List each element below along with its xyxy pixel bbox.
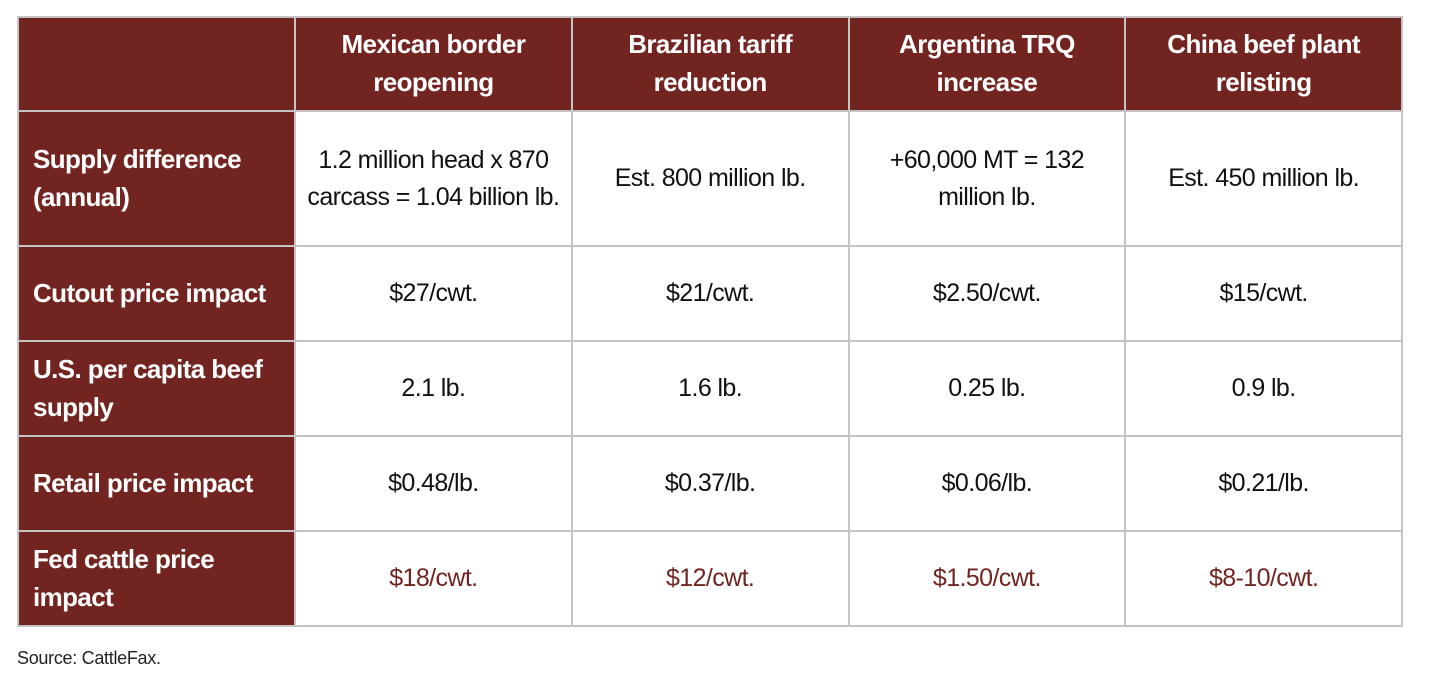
header-row: Mexican border reopening Brazilian tarif… [17,16,1403,112]
table-cell: +60,000 MT = 132 million lb. [847,110,1127,247]
table-row: Retail price impact $0.48/lb. $0.37/lb. … [17,435,1403,532]
table-cell: $2.50/cwt. [847,245,1127,342]
row-label: Supply difference (annual) [17,110,296,247]
table-cell: $21/cwt. [570,245,850,342]
header-argentina-trq: Argentina TRQ increase [847,16,1127,112]
header-corner [17,16,296,112]
table-cell: $0.06/lb. [847,435,1127,532]
header-mexican-border: Mexican border reopening [294,16,573,112]
table-cell-highlight: $18/cwt. [294,530,573,627]
header-brazilian-tariff: Brazilian tariff reduction [570,16,850,112]
table-cell-highlight: $1.50/cwt. [847,530,1127,627]
table-cell: $0.21/lb. [1124,435,1403,532]
row-label: U.S. per capita beef supply [17,340,296,437]
table-row: U.S. per capita beef supply 2.1 lb. 1.6 … [17,340,1403,437]
table-cell: 1.6 lb. [570,340,850,437]
table-cell: 0.25 lb. [847,340,1127,437]
row-label: Cutout price impact [17,245,296,342]
table-row: Cutout price impact $27/cwt. $21/cwt. $2… [17,245,1403,342]
table-cell: $0.37/lb. [570,435,850,532]
table-row: Supply difference (annual) 1.2 million h… [17,110,1403,247]
table-cell: Est. 800 million lb. [570,110,850,247]
table-cell: Est. 450 million lb. [1124,110,1403,247]
source-note: Source: CattleFax. [17,648,161,668]
table-cell-highlight: $12/cwt. [570,530,850,627]
table-cell: 1.2 million head x 870 carcass = 1.04 bi… [294,110,573,247]
table-cell: 0.9 lb. [1124,340,1403,437]
table-cell: 2.1 lb. [294,340,573,437]
impact-table: Mexican border reopening Brazilian tarif… [17,16,1403,627]
table-cell: $27/cwt. [294,245,573,342]
row-label: Fed cattle price impact [17,530,296,627]
table-row: Fed cattle price impact $18/cwt. $12/cwt… [17,530,1403,627]
table-cell: $0.48/lb. [294,435,573,532]
header-china-relisting: China beef plant relisting [1124,16,1403,112]
table-cell: $15/cwt. [1124,245,1403,342]
table-cell-highlight: $8-10/cwt. [1124,530,1403,627]
row-label: Retail price impact [17,435,296,532]
